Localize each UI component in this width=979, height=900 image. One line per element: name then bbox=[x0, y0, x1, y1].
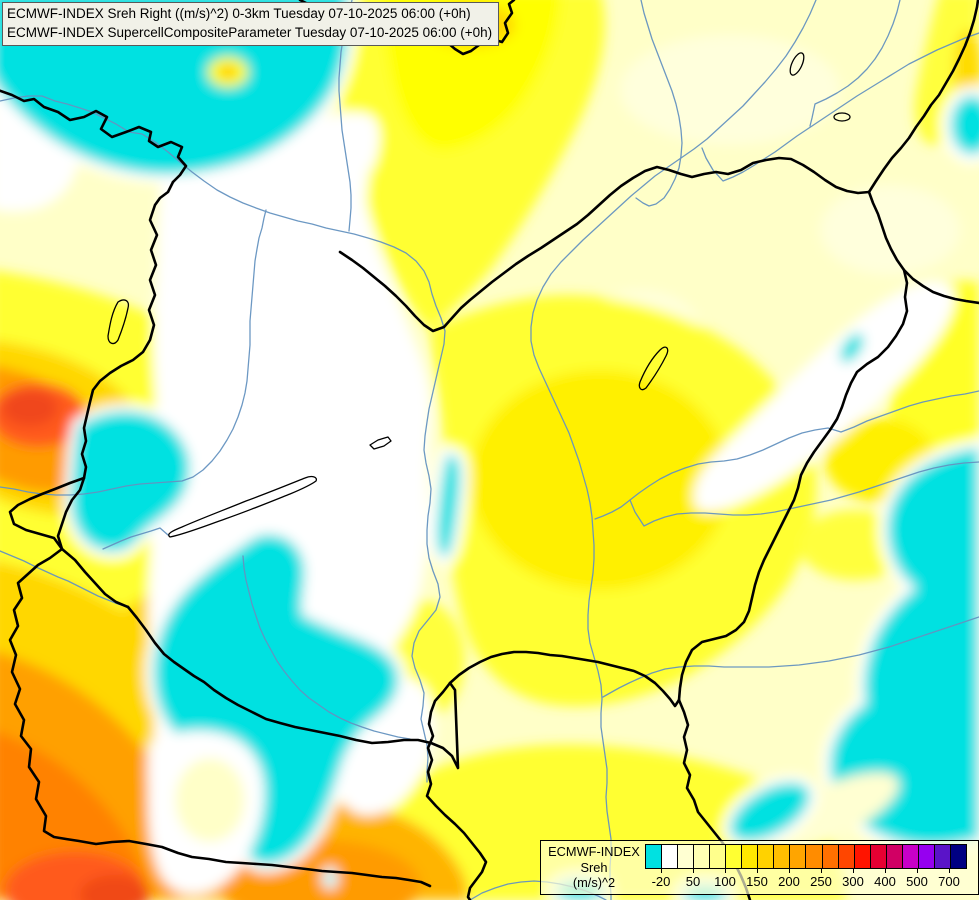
legend-color-cell bbox=[934, 845, 951, 868]
border-austria-czech-slovakia bbox=[0, 89, 188, 184]
legend-color-cell bbox=[646, 845, 663, 868]
legend-tick-mark bbox=[884, 868, 886, 873]
legend-tick-mark bbox=[724, 868, 726, 873]
border-croatia-serbia-danube bbox=[425, 681, 488, 900]
lake-small-ne bbox=[833, 112, 851, 122]
legend-parameter-label: Sreh bbox=[580, 859, 608, 875]
legend-tick-mark bbox=[660, 868, 662, 873]
legend-color-cell bbox=[870, 845, 887, 868]
bodrog-river bbox=[701, 32, 979, 182]
legend-color-cell bbox=[678, 845, 695, 868]
lakes-layer bbox=[107, 52, 851, 538]
zala-river bbox=[102, 527, 169, 550]
title-line-1: ECMWF-INDEX Sreh Right ((m/s)^2) 0-3km T… bbox=[7, 6, 471, 21]
legend-tick-mark bbox=[692, 868, 694, 873]
legend-tick-label: 700 bbox=[938, 874, 960, 889]
tisza-river bbox=[530, 0, 817, 900]
legend-color-cell bbox=[790, 845, 807, 868]
legend-color-cell bbox=[742, 845, 759, 868]
legend-box: ECMWF-INDEX Sreh (m/s)^2 -20 50 100 150 200 2… bbox=[540, 840, 979, 895]
legend-model-label: ECMWF-INDEX bbox=[548, 844, 640, 859]
border-slovenia-croatia-sava bbox=[8, 547, 432, 888]
legend-color-cell bbox=[726, 845, 743, 868]
legend-color-cell bbox=[854, 845, 871, 868]
legend-tick-label: -20 bbox=[651, 874, 671, 889]
legend-ticks: -20 50 100 150 200 250 300 400 500 700 bbox=[645, 868, 965, 892]
somes-river bbox=[809, 0, 901, 127]
legend-tick-label: 150 bbox=[746, 874, 768, 889]
legend-tick-mark bbox=[756, 868, 758, 873]
legend-color-cell bbox=[662, 845, 679, 868]
legend-color-cell bbox=[918, 845, 935, 868]
legend-color-cell bbox=[694, 845, 711, 868]
legend-tick-mark bbox=[820, 868, 822, 873]
legend-color-cell bbox=[774, 845, 791, 868]
border-slovakia-ukraine bbox=[867, 0, 979, 194]
border-austria-slovenia bbox=[8, 476, 86, 551]
border-croatia-hungary-drava bbox=[126, 605, 460, 770]
lake-velence bbox=[369, 436, 392, 450]
legend-tick-label: 500 bbox=[906, 874, 928, 889]
legend-color-cell bbox=[806, 845, 823, 868]
legend-tick-label: 250 bbox=[810, 874, 832, 889]
title-box: ECMWF-INDEX Sreh Right ((m/s)^2) 0-3km T… bbox=[2, 2, 500, 46]
legend-tick-label: 200 bbox=[778, 874, 800, 889]
legend-tick-mark bbox=[948, 868, 950, 873]
legend-text: ECMWF-INDEX Sreh (m/s)^2 bbox=[547, 844, 641, 891]
legend-tick-mark bbox=[788, 868, 790, 873]
koros-river-north bbox=[594, 390, 979, 520]
legend-color-cell bbox=[886, 845, 903, 868]
border-hungary-serbia bbox=[448, 650, 681, 708]
border-austria-hungary bbox=[56, 180, 175, 551]
legend-tick-label: 400 bbox=[874, 874, 896, 889]
sio-river bbox=[242, 555, 411, 740]
legend-tick-mark bbox=[852, 868, 854, 873]
legend-tick-label: 100 bbox=[714, 874, 736, 889]
lake-tisza bbox=[638, 346, 669, 391]
legend-tick-label: 50 bbox=[685, 874, 701, 889]
legend-color-cell bbox=[710, 845, 727, 868]
raba-river bbox=[0, 209, 267, 496]
mura-river bbox=[0, 550, 129, 608]
legend-colorbar bbox=[645, 844, 967, 869]
border-hungary-romania bbox=[677, 268, 909, 702]
legend-tick-label: 300 bbox=[842, 874, 864, 889]
lake-balaton bbox=[168, 475, 318, 538]
title-line-2: ECMWF-INDEX SupercellCompositeParameter … bbox=[7, 24, 493, 40]
lake-neusiedl bbox=[107, 299, 130, 345]
legend-color-cell bbox=[838, 845, 855, 868]
lake-zemplinska bbox=[789, 52, 805, 76]
sajo-river bbox=[635, 0, 683, 207]
legend-color-cell bbox=[822, 845, 839, 868]
danube-river bbox=[0, 95, 446, 783]
legend-unit-label: (m/s)^2 bbox=[572, 875, 616, 891]
border-hungary-slovakia bbox=[338, 156, 871, 333]
border-slovenia-hungary bbox=[60, 547, 130, 609]
legend-color-cell bbox=[758, 845, 775, 868]
legend-color-cell bbox=[950, 845, 966, 868]
legend-color-cell bbox=[902, 845, 919, 868]
legend-tick-mark bbox=[916, 868, 918, 873]
